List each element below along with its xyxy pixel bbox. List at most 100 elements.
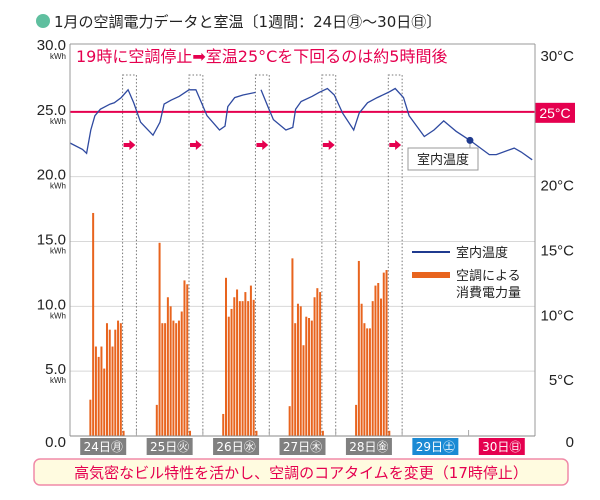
power-bar <box>172 320 175 436</box>
temperature-polyline <box>260 87 533 161</box>
legend-power-label-2: 消費電力量 <box>456 286 521 301</box>
callout-box <box>407 147 479 171</box>
power-bar <box>94 346 97 436</box>
threshold-line: 25°C <box>70 102 575 123</box>
power-bar <box>308 318 311 436</box>
power-bar <box>158 242 161 436</box>
power-bar <box>225 277 227 436</box>
axes <box>69 43 536 437</box>
power-bar <box>377 282 380 436</box>
day-label: 24日㊊ <box>84 440 123 454</box>
stop-window-box <box>387 74 403 437</box>
stop-arrow-icon <box>322 140 335 150</box>
power-bar <box>360 303 363 436</box>
power-bar <box>388 430 391 436</box>
power-bar <box>241 301 244 436</box>
power-bar <box>244 292 247 436</box>
power-bar <box>236 289 239 436</box>
power-bar <box>103 368 106 436</box>
power-bar <box>355 404 358 436</box>
power-bar <box>357 260 360 436</box>
power-bar <box>316 288 319 436</box>
left-tick-label: 20.0 <box>37 167 66 184</box>
right-tick-label: 30°C <box>540 48 574 65</box>
left-tick-unit: kWh <box>50 376 66 385</box>
power-bar <box>180 311 183 436</box>
power-bar <box>111 346 114 436</box>
banner-box <box>33 458 569 486</box>
power-bar <box>291 258 294 436</box>
left-tick-unit: kWh <box>50 182 66 191</box>
title-dot-icon <box>36 14 50 28</box>
banner-text: 高気密なビル特性を活かし、空調のコアタイムを変更（17時停止） <box>74 464 528 482</box>
power-bar <box>105 323 108 436</box>
power-bar <box>166 297 169 436</box>
power-bar <box>189 430 192 436</box>
left-axis-ticks: 30.0kWh25.0kWh20.0kWh15.0kWh10.0kWh5.0kW… <box>37 37 66 451</box>
day-label-box <box>345 438 392 455</box>
power-bar <box>385 270 388 436</box>
power-bar <box>117 320 120 436</box>
temperature-line <box>69 87 533 161</box>
day-label-box <box>80 438 127 455</box>
left-tick-label: 0.0 <box>45 434 66 451</box>
power-bar <box>183 280 186 436</box>
left-tick-label: 30.0 <box>37 37 66 54</box>
power-bar <box>382 272 385 436</box>
power-bar <box>114 329 117 436</box>
stop-arrow-icon <box>190 140 202 150</box>
power-bars <box>89 212 391 436</box>
left-tick-label: 15.0 <box>37 232 66 249</box>
right-tick-label: 15°C <box>540 243 574 260</box>
power-bar <box>238 301 241 436</box>
day-label: 30日㊐ <box>482 440 521 454</box>
power-bar <box>233 297 236 436</box>
threshold-badge <box>535 102 575 123</box>
power-bar <box>305 316 308 436</box>
temperature-callout: 室内温度 <box>407 136 479 171</box>
day-label-box <box>478 438 525 455</box>
power-bar <box>321 430 324 436</box>
stop-arrow-icon <box>256 140 269 150</box>
right-tick-label: 20°C <box>540 178 574 195</box>
stop-window-box <box>122 74 137 437</box>
power-bar <box>302 345 305 436</box>
day-label: 26日㊌ <box>216 440 255 454</box>
legend-power-label-1: 空調による <box>456 269 521 284</box>
day-label: 25日㊋ <box>150 440 189 454</box>
power-bar <box>230 308 233 436</box>
power-bar <box>161 323 164 436</box>
power-bar <box>97 356 100 436</box>
annotation: 19時に空調停止➡室温25°Cを下回るのは約5時間後 <box>76 47 447 66</box>
power-bar <box>169 306 172 436</box>
left-tick-label: 5.0 <box>45 361 66 378</box>
power-bar <box>310 320 313 436</box>
power-bar <box>368 328 371 436</box>
left-tick-label: 10.0 <box>37 296 66 313</box>
day-label-box <box>412 438 459 455</box>
right-tick-label: 0 <box>566 434 574 451</box>
power-bar <box>119 323 122 436</box>
power-bar <box>89 399 92 436</box>
power-bar <box>252 299 255 436</box>
chart-title: 1月の空調電力データと室温〔1週間：24日㊊〜30日㊐〕 <box>54 13 441 31</box>
power-bar <box>319 292 322 436</box>
power-bar <box>255 430 258 436</box>
stop-arrows <box>123 140 402 150</box>
power-bar <box>296 303 299 436</box>
day-label: 29日㊏ <box>416 440 455 454</box>
power-bar <box>380 298 382 436</box>
power-bar <box>363 323 366 436</box>
day-label-box <box>146 438 193 455</box>
left-tick-unit: kWh <box>50 311 66 320</box>
temperature-marker <box>466 136 474 144</box>
stop-arrow-icon <box>123 140 136 150</box>
power-bar <box>155 404 158 436</box>
power-bar <box>122 430 125 436</box>
power-bar <box>366 328 369 436</box>
left-tick-label: 25.0 <box>37 102 66 119</box>
power-bar <box>186 284 189 436</box>
threshold-badge-label: 25°C <box>539 105 570 121</box>
stop-window-box <box>188 74 204 437</box>
